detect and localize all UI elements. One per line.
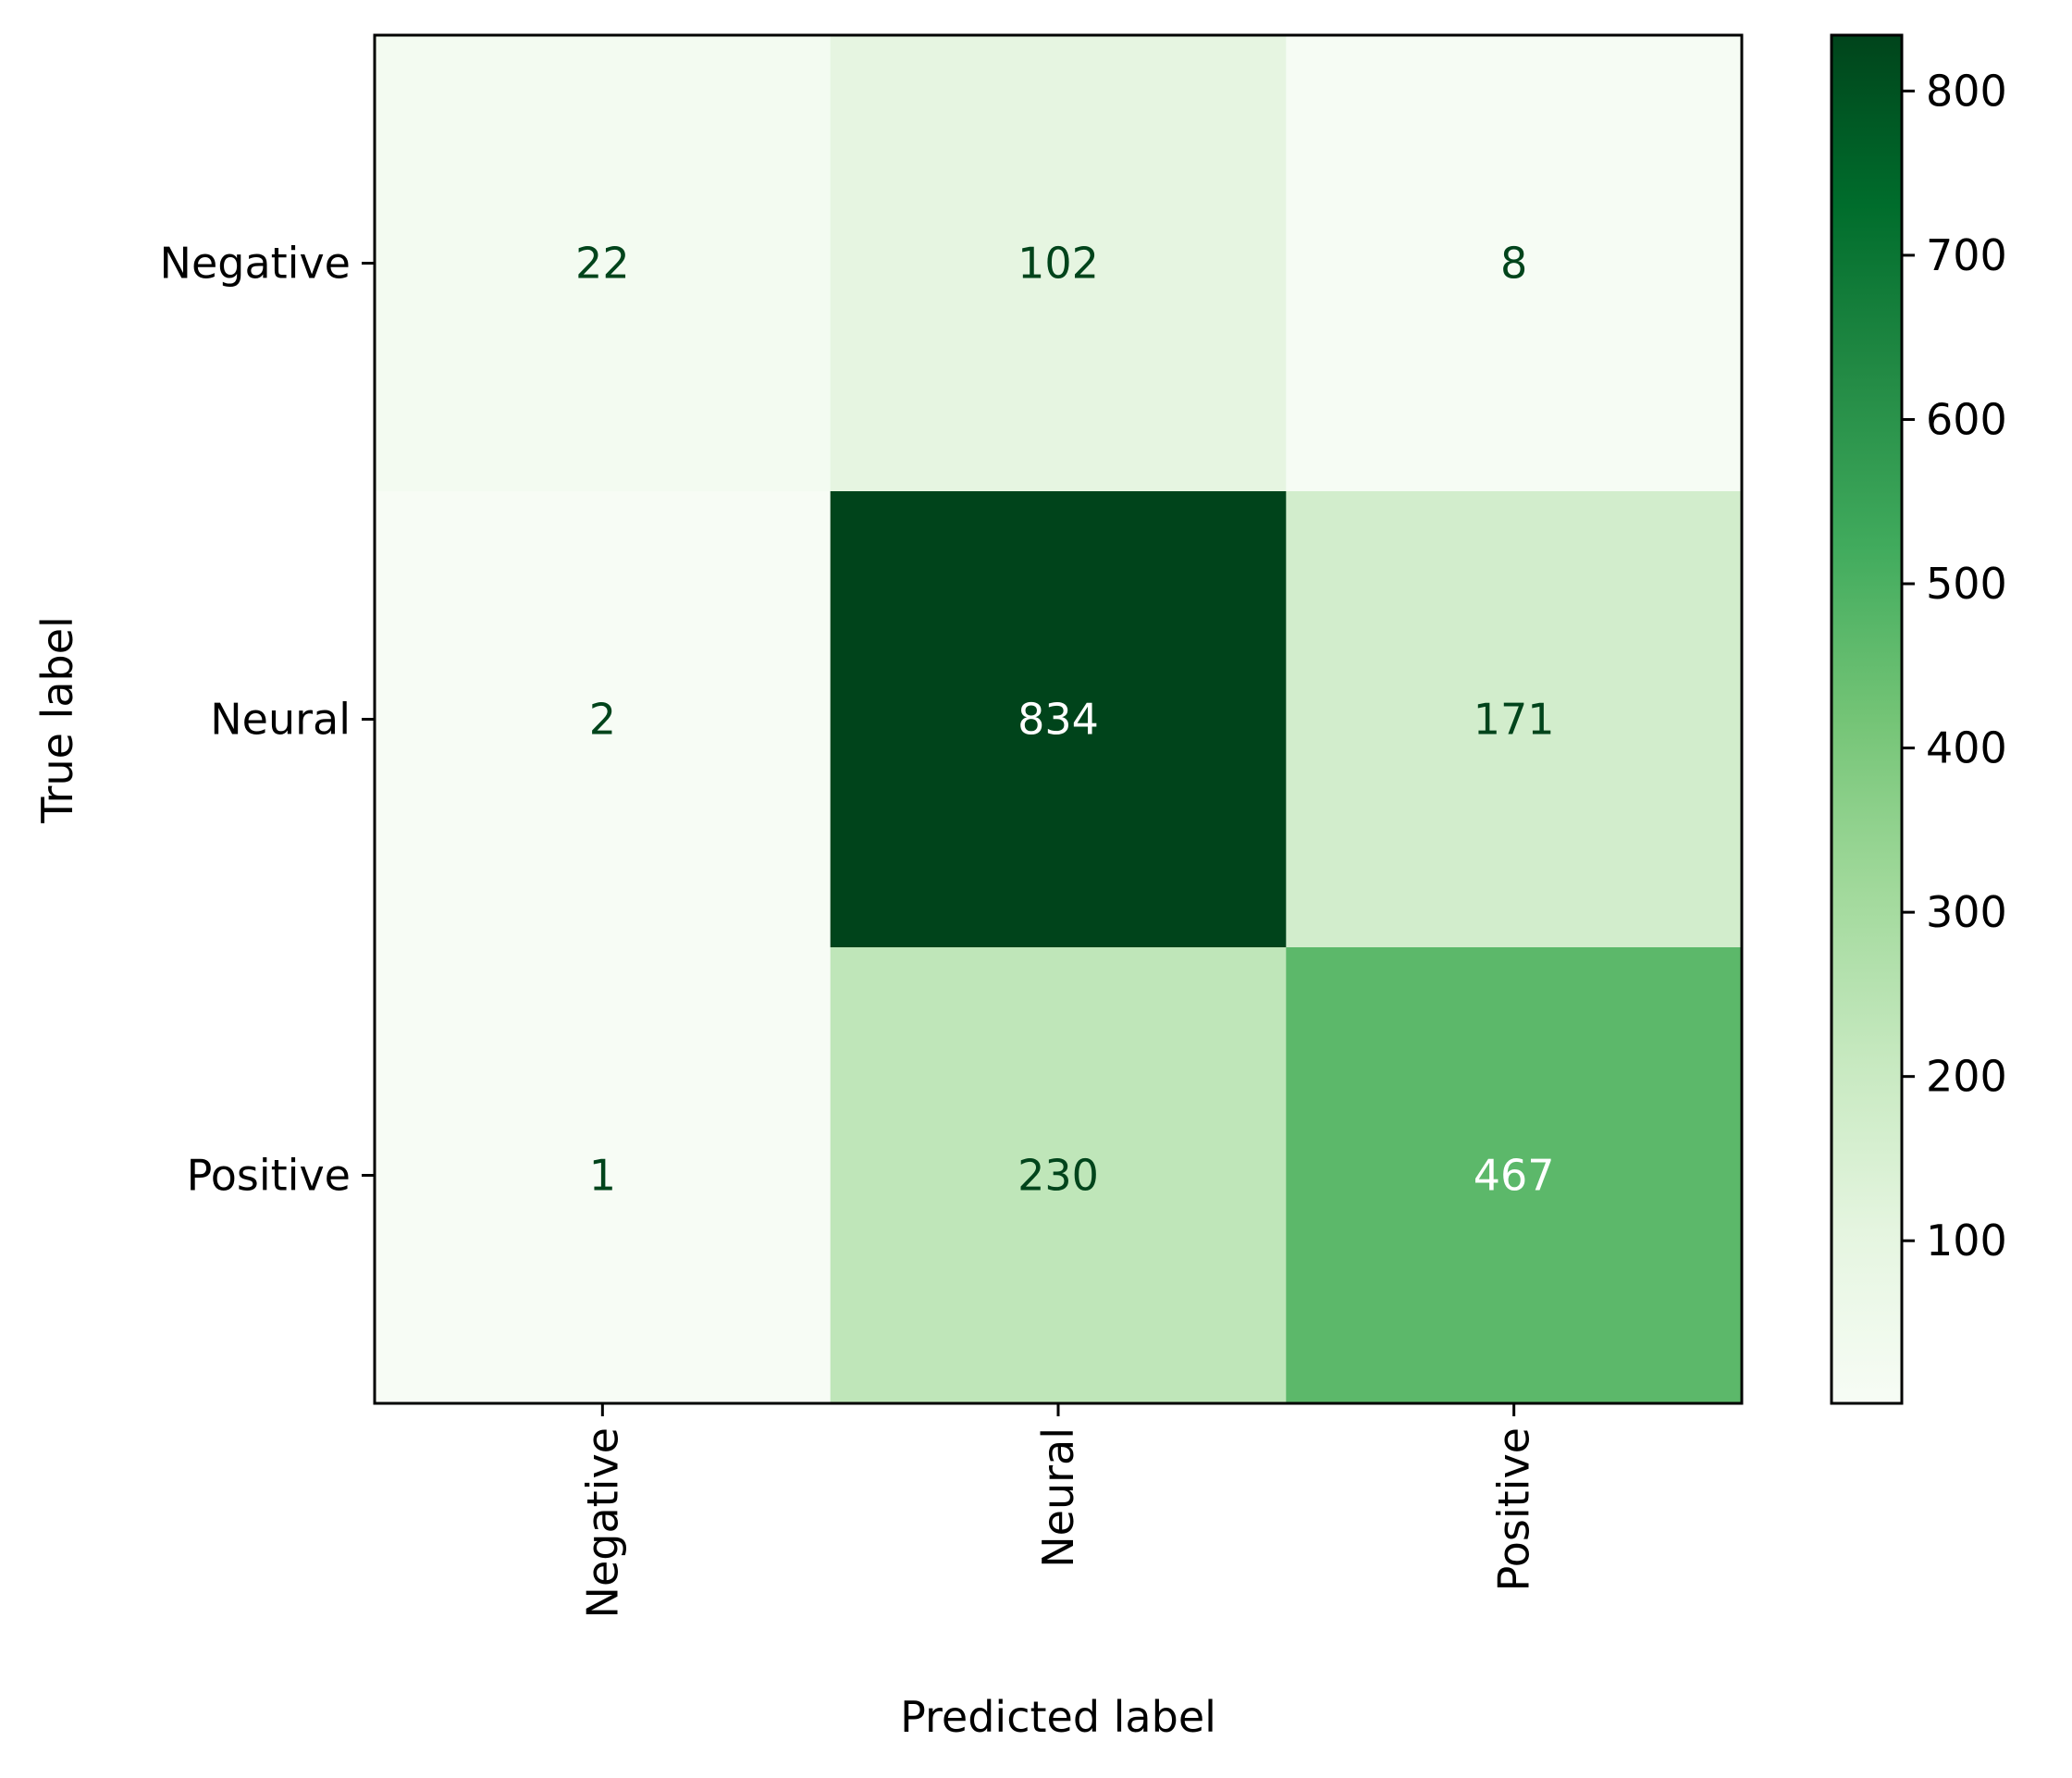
x-axis-ticks: Negative Neural Positive [577,1403,1539,1618]
colorbar-tick-label: 100 [1926,1216,2007,1266]
x-tick-label: Neural [1033,1427,1083,1568]
colorbar [1830,33,1904,1405]
colorbar-tick-label: 600 [1926,394,2007,444]
x-tick-label: Negative [577,1427,627,1618]
heatmap-cell [375,35,832,492]
colorbar-tick-label: 700 [1926,230,2007,280]
heatmap-cell-value: 171 [1474,695,1555,745]
colorbar-tick-label: 500 [1926,559,2007,609]
heatmap-cell-value: 102 [1018,239,1099,289]
heatmap-cell [830,947,1287,1404]
colorbar-tick-label: 200 [1926,1052,2007,1102]
colorbar-tick-label: 300 [1926,887,2007,937]
heatmap-cell-labels: 22 102 8 2 834 171 1 230 467 [575,239,1555,1201]
heatmap-cell [375,947,832,1404]
x-axis-label: Predicted label [900,1692,1216,1742]
heatmap-cell-value: 834 [1018,695,1099,745]
heatmap-cell-value: 2 [589,695,616,745]
heatmap-cell-value: 8 [1500,239,1527,289]
y-axis-ticks: Negative Neural Positive [160,239,375,1201]
heatmap-cell [830,35,1287,492]
heatmap-cell-value: 1 [589,1151,616,1201]
heatmap-cell [375,491,832,948]
heatmap-cell [1286,35,1743,492]
y-axis-label: True label [32,616,82,824]
heatmap-cell-value: 230 [1018,1151,1099,1201]
colorbar-tick-label: 800 [1926,66,2007,116]
heatmap-cell-value: 467 [1474,1151,1555,1201]
y-tick-label: Positive [187,1151,351,1201]
heatmap-cell [830,491,1287,948]
heatmap-cells [375,35,1743,1404]
heatmap-cell [1286,947,1743,1404]
y-tick-label: Neural [210,695,351,745]
heatmap-cell [1286,491,1743,948]
x-tick-label: Positive [1489,1427,1539,1591]
colorbar-tick-label: 400 [1926,723,2007,773]
colorbar-ticks: 100 200 300 400 500 600 700 800 [1902,66,2007,1266]
y-tick-label: Negative [160,239,351,289]
heatmap-cell-value: 22 [575,239,630,289]
